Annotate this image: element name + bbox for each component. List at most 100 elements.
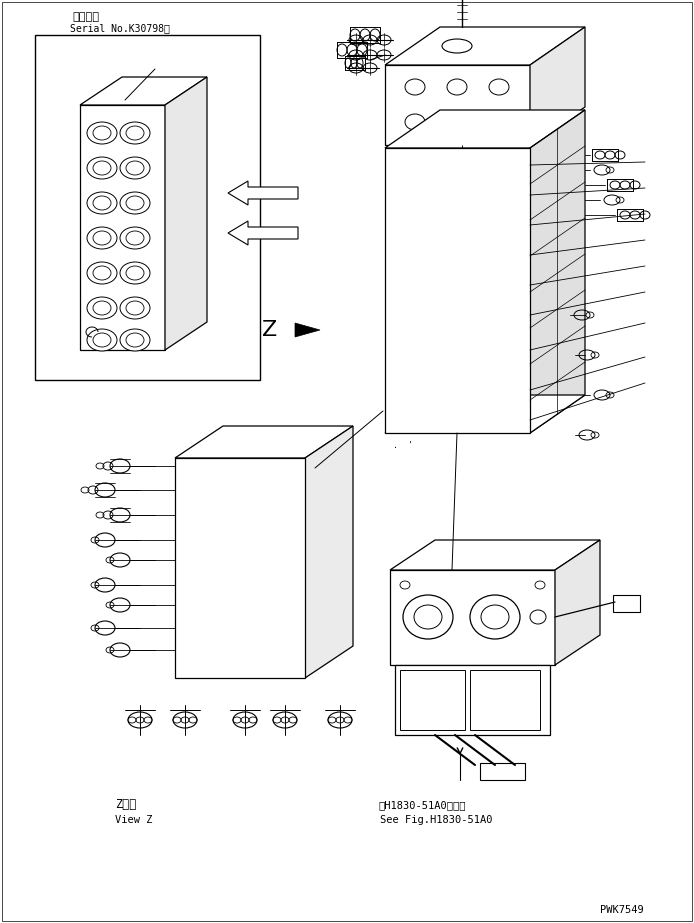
Polygon shape [385, 395, 585, 433]
Ellipse shape [408, 406, 426, 420]
Ellipse shape [401, 163, 433, 189]
Text: 第H1830-51A0図参照: 第H1830-51A0図参照 [378, 800, 466, 810]
Polygon shape [470, 670, 540, 730]
Polygon shape [555, 540, 600, 665]
Text: .  ': . ' [393, 440, 413, 450]
Polygon shape [80, 105, 165, 350]
Ellipse shape [93, 161, 111, 175]
Ellipse shape [234, 647, 266, 673]
Ellipse shape [87, 329, 117, 351]
Ellipse shape [241, 577, 259, 591]
Ellipse shape [120, 329, 150, 351]
Ellipse shape [93, 333, 111, 347]
Ellipse shape [189, 533, 221, 559]
Polygon shape [480, 763, 525, 780]
Ellipse shape [408, 169, 426, 183]
Ellipse shape [234, 609, 266, 635]
Ellipse shape [189, 647, 221, 673]
Ellipse shape [241, 653, 259, 667]
Ellipse shape [189, 609, 221, 635]
Ellipse shape [93, 126, 111, 140]
Ellipse shape [408, 249, 426, 263]
Ellipse shape [126, 266, 144, 280]
Text: Serial No.K30798～: Serial No.K30798～ [70, 23, 170, 33]
Bar [35, 35, 260, 380]
Polygon shape [613, 595, 640, 612]
Ellipse shape [454, 209, 472, 223]
Ellipse shape [447, 203, 479, 229]
Ellipse shape [87, 122, 117, 144]
Ellipse shape [196, 653, 214, 667]
Ellipse shape [196, 653, 214, 667]
Ellipse shape [126, 126, 144, 140]
Ellipse shape [120, 192, 150, 214]
Ellipse shape [408, 289, 426, 303]
Ellipse shape [241, 539, 259, 553]
Ellipse shape [241, 615, 259, 629]
Ellipse shape [447, 283, 479, 309]
Ellipse shape [447, 363, 479, 389]
Ellipse shape [447, 243, 479, 269]
Ellipse shape [189, 495, 221, 521]
Ellipse shape [120, 157, 150, 179]
Ellipse shape [234, 571, 266, 597]
Ellipse shape [196, 539, 214, 553]
Ellipse shape [241, 653, 259, 667]
Ellipse shape [196, 501, 214, 515]
Polygon shape [530, 110, 585, 433]
Ellipse shape [234, 647, 266, 673]
Ellipse shape [401, 283, 433, 309]
Ellipse shape [93, 301, 111, 315]
Text: Z: Z [262, 320, 277, 340]
Polygon shape [385, 148, 530, 433]
Ellipse shape [120, 297, 150, 319]
Polygon shape [175, 458, 305, 678]
Ellipse shape [401, 363, 433, 389]
Text: Z　視: Z 視 [115, 798, 137, 811]
Ellipse shape [126, 196, 144, 210]
Polygon shape [530, 27, 585, 145]
Ellipse shape [196, 615, 214, 629]
Ellipse shape [93, 196, 111, 210]
Polygon shape [305, 426, 353, 678]
Ellipse shape [126, 161, 144, 175]
Ellipse shape [401, 323, 433, 349]
Ellipse shape [189, 571, 221, 597]
Polygon shape [400, 670, 465, 730]
Polygon shape [228, 221, 298, 245]
Polygon shape [390, 570, 555, 665]
Ellipse shape [87, 157, 117, 179]
Ellipse shape [87, 297, 117, 319]
Text: PWK7549: PWK7549 [600, 905, 644, 915]
Ellipse shape [447, 323, 479, 349]
Ellipse shape [93, 231, 111, 245]
Polygon shape [395, 665, 550, 735]
Ellipse shape [401, 203, 433, 229]
Ellipse shape [408, 369, 426, 383]
Polygon shape [80, 77, 207, 105]
Ellipse shape [447, 400, 479, 426]
Text: 適用号機: 適用号機 [72, 12, 99, 22]
Polygon shape [228, 181, 298, 205]
Ellipse shape [120, 122, 150, 144]
Ellipse shape [401, 243, 433, 269]
Ellipse shape [447, 163, 479, 189]
Polygon shape [385, 110, 585, 148]
Ellipse shape [126, 231, 144, 245]
Ellipse shape [120, 227, 150, 249]
Polygon shape [390, 540, 600, 570]
Ellipse shape [189, 647, 221, 673]
Ellipse shape [454, 406, 472, 420]
Text: View Z: View Z [115, 815, 153, 825]
Ellipse shape [234, 495, 266, 521]
Polygon shape [295, 323, 320, 337]
Text: See Fig.H1830-51A0: See Fig.H1830-51A0 [380, 815, 493, 825]
Ellipse shape [87, 192, 117, 214]
Ellipse shape [196, 577, 214, 591]
Ellipse shape [120, 262, 150, 284]
Ellipse shape [87, 227, 117, 249]
Ellipse shape [408, 329, 426, 343]
Ellipse shape [454, 329, 472, 343]
Ellipse shape [126, 333, 144, 347]
Polygon shape [175, 426, 353, 458]
